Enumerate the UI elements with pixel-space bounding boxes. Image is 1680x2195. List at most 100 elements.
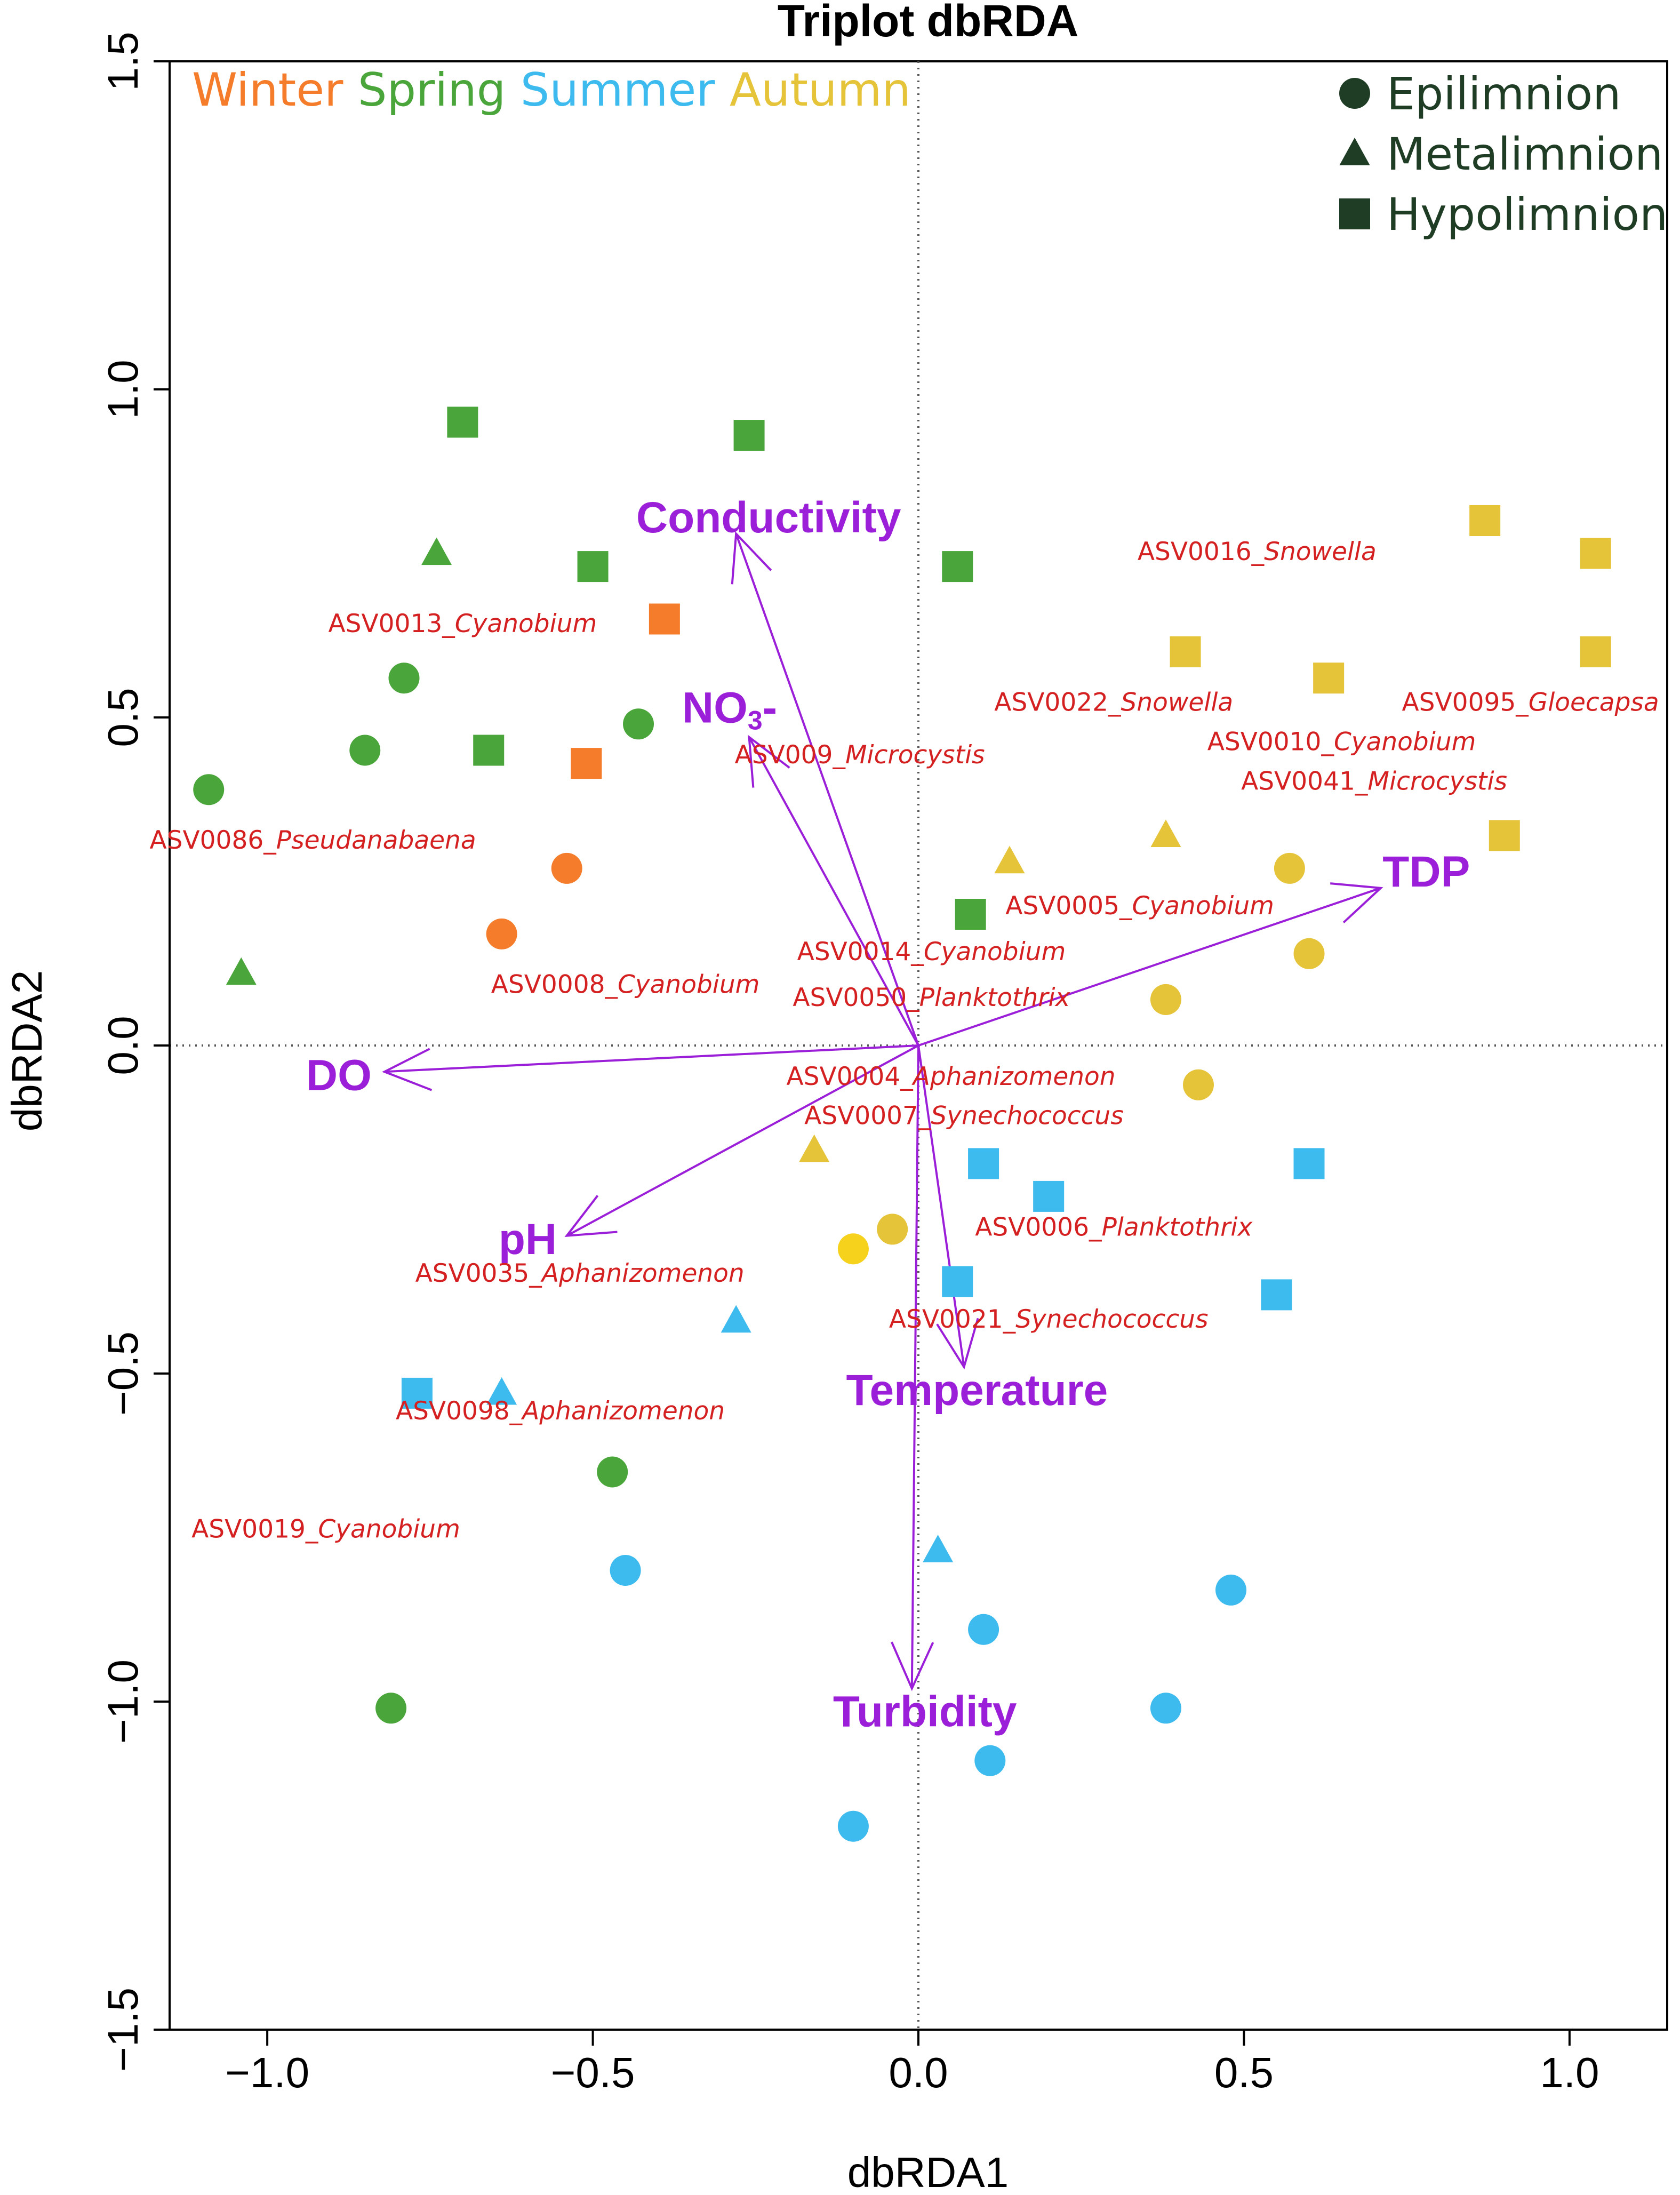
species-code: ASV0021_ xyxy=(889,1305,1016,1334)
sample-point-summer-epilimnion xyxy=(974,1745,1006,1776)
sample-point-winter-epilimnion xyxy=(551,852,582,884)
species-label: ASV0086_Pseudanabaena xyxy=(150,826,476,855)
species-label: ASV0021_Synechococcus xyxy=(889,1305,1209,1334)
vector-label-tdp: TDP xyxy=(1382,848,1470,896)
y-tick-label: −1.0 xyxy=(99,1659,147,1744)
sample-point-autumn-epilimnion xyxy=(837,1233,869,1265)
vector-arrowhead xyxy=(891,1641,934,1691)
vector-shaft xyxy=(918,887,1381,1047)
sample-points xyxy=(193,406,1611,1842)
vector-arrow-do xyxy=(381,1044,919,1091)
layer-legend-marker-epilimnion xyxy=(1339,78,1370,109)
layer-legend: Epilimnion Metalimnion Hypolimnion xyxy=(1339,68,1668,241)
y-axis-title: dbRDA2 xyxy=(3,970,51,1131)
sample-point-autumn-hypolimnion xyxy=(1489,820,1520,851)
layer-legend-label-hypolimnion: Hypolimnion xyxy=(1387,188,1668,241)
sample-point-autumn-hypolimnion xyxy=(1170,636,1201,667)
species-genus: Cyanobium xyxy=(455,609,597,638)
species-genus: Aphanizomenon xyxy=(521,1396,725,1426)
vector-label-text: DO xyxy=(306,1051,372,1099)
x-tick-label: 0.5 xyxy=(1214,2049,1274,2096)
sample-point-autumn-epilimnion xyxy=(1150,984,1181,1015)
species-genus: Synechococcus xyxy=(1015,1305,1208,1334)
vector-label-text: NO xyxy=(682,683,748,732)
y-tick-label: −0.5 xyxy=(99,1331,147,1416)
y-tick-label: −1.5 xyxy=(99,1988,147,2072)
species-code: ASV009_ xyxy=(735,740,846,770)
y-tick-label: 1.0 xyxy=(99,360,147,419)
species-code: ASV0004_ xyxy=(786,1062,913,1091)
sample-point-spring-epilimnion xyxy=(597,1456,628,1488)
species-label: ASV0035_Aphanizomenon xyxy=(415,1259,745,1288)
sample-point-summer-epilimnion xyxy=(610,1555,641,1586)
sample-point-autumn-hypolimnion xyxy=(1580,538,1611,569)
vector-shaft xyxy=(384,1044,919,1073)
species-genus: Synechococcus xyxy=(931,1102,1123,1131)
species-code: ASV0041_ xyxy=(1241,767,1368,796)
vector-shaft xyxy=(748,736,919,1046)
sample-point-autumn-hypolimnion xyxy=(1313,663,1345,694)
species-label: ASV0041_Microcystis xyxy=(1241,767,1507,796)
species-code: ASV0050_ xyxy=(793,983,919,1012)
vector-shaft xyxy=(910,1045,919,1689)
sample-point-autumn-epilimnion xyxy=(1274,852,1305,884)
sample-point-spring-hypolimnion xyxy=(955,899,986,930)
species-genus: Planktothrix xyxy=(1101,1213,1253,1242)
vector-shaft xyxy=(735,533,919,1046)
sample-point-spring-metalimnion xyxy=(421,537,452,565)
sample-point-autumn-hypolimnion xyxy=(1580,636,1611,667)
species-genus: Aphanizomenon xyxy=(911,1062,1116,1091)
species-code: ASV0019_ xyxy=(191,1515,318,1544)
vector-arrow-ph xyxy=(564,1044,919,1238)
vector-arrow-conductivity xyxy=(731,531,919,1046)
species-genus: Cyanobium xyxy=(618,970,759,1000)
species-code: ASV0014_ xyxy=(797,937,924,967)
sample-point-spring-hypolimnion xyxy=(942,551,973,582)
species-label: ASV0004_Aphanizomenon xyxy=(786,1062,1115,1091)
y-axis: −1.5 −1.0 −0.5 0.0 0.5 1.0 1.5 xyxy=(99,31,171,2072)
sample-point-summer-hypolimnion xyxy=(968,1148,999,1179)
vector-label-conductivity: Conductivity xyxy=(636,493,901,542)
sample-point-spring-epilimnion xyxy=(349,735,381,766)
species-code: ASV0098_ xyxy=(396,1396,523,1426)
sample-point-autumn-metalimnion xyxy=(1150,819,1181,847)
sample-point-summer-epilimnion xyxy=(1150,1693,1181,1724)
vector-arrowhead xyxy=(1330,882,1383,923)
x-tick-label: 1.0 xyxy=(1540,2049,1599,2096)
sample-point-summer-hypolimnion xyxy=(1293,1148,1325,1179)
season-legend-summer: Summer xyxy=(521,63,730,117)
sample-point-summer-hypolimnion xyxy=(1261,1279,1292,1311)
species-label: ASV0006_Planktothrix xyxy=(975,1213,1253,1242)
y-tick-label: 0.5 xyxy=(99,688,147,747)
sample-point-summer-hypolimnion xyxy=(942,1266,973,1297)
species-label: ASV0016_Snowella xyxy=(1138,537,1377,566)
vector-label-temperature: Temperature xyxy=(846,1366,1108,1415)
sample-point-spring-epilimnion xyxy=(388,663,420,694)
sample-point-autumn-epilimnion xyxy=(877,1214,908,1245)
species-label: ASV0095_Gloecapsa xyxy=(1402,688,1659,717)
species-genus: Microcystis xyxy=(1367,767,1507,796)
species-code: ASV0010_ xyxy=(1207,728,1334,757)
species-genus: Cyanobium xyxy=(1132,891,1274,921)
sample-point-autumn-metalimnion xyxy=(799,1134,830,1162)
species-label: ASV0050_Planktothrix xyxy=(793,983,1070,1012)
species-label: ASV0014_Cyanobium xyxy=(797,937,1066,967)
x-tick-label: 0.0 xyxy=(889,2049,948,2096)
species-code: ASV0086_ xyxy=(150,826,277,855)
vector-arrow-tdp xyxy=(918,882,1383,1047)
layer-legend-label-metalimnion: Metalimnion xyxy=(1387,128,1663,180)
layer-legend-marker-metalimnion xyxy=(1339,138,1370,165)
sample-point-summer-epilimnion xyxy=(1215,1574,1247,1606)
y-tick-label: 1.5 xyxy=(99,31,147,91)
vector-label-turbidity: Turbidity xyxy=(833,1687,1017,1736)
species-label: ASV0008_Cyanobium xyxy=(491,970,760,1000)
vector-shaft xyxy=(917,1045,965,1367)
chart-title: Triplot dbRDA xyxy=(778,0,1079,46)
sample-point-summer-hypolimnion xyxy=(1033,1180,1065,1212)
sample-point-spring-epilimnion xyxy=(193,774,225,805)
vector-label-text: pH xyxy=(499,1215,557,1264)
vector-label-ph: pH xyxy=(499,1215,557,1264)
sample-point-summer-metalimnion xyxy=(486,1377,517,1405)
vector-arrowhead xyxy=(748,735,790,788)
